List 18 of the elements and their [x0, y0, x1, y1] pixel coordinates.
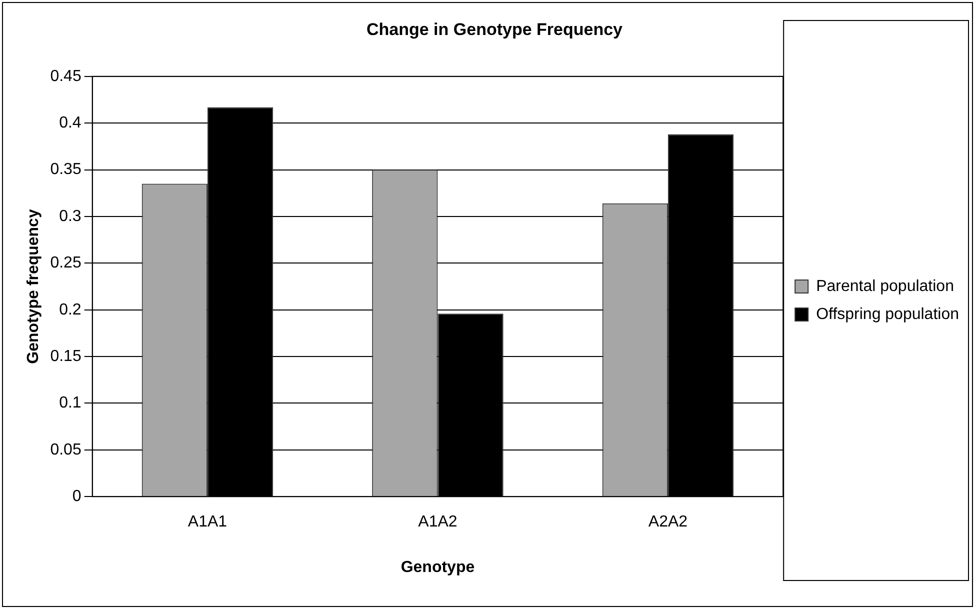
y-tick-label: 0 [72, 488, 82, 506]
y-tick-label: 0.4 [59, 114, 82, 132]
y-tick-label: 0.1 [59, 394, 82, 412]
y-tick-label: 0.05 [50, 441, 82, 458]
x-tick-label: A1A1 [188, 514, 228, 531]
y-axis-title: Genotype frequency [25, 209, 42, 364]
y-tick-label: 0.45 [50, 68, 82, 85]
legend-label: Offspring population [816, 306, 960, 323]
x-axis-title: Genotype [400, 558, 475, 576]
y-tick-label: 0.15 [50, 348, 82, 365]
y-tick-label: 0.35 [50, 161, 82, 178]
x-tick-label: A2A2 [648, 514, 688, 531]
y-tick-label: 0.25 [50, 254, 82, 272]
y-tick-label: 0.2 [59, 301, 82, 318]
legend-label: Parental population [816, 278, 954, 295]
chart-title: Change in Genotype Frequency [366, 20, 624, 39]
x-tick-label: A1A2 [418, 514, 458, 531]
y-tick-label: 0.3 [59, 208, 82, 225]
